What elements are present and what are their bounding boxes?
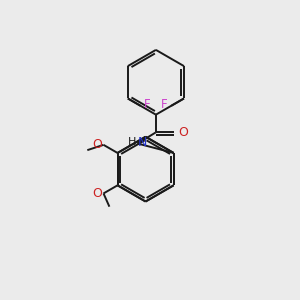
Text: H: H	[128, 137, 136, 147]
Text: O: O	[92, 138, 102, 151]
Text: F: F	[161, 98, 168, 111]
Text: O: O	[178, 126, 188, 139]
Text: N: N	[138, 136, 147, 149]
Text: O: O	[92, 187, 102, 200]
Text: F: F	[144, 98, 151, 111]
